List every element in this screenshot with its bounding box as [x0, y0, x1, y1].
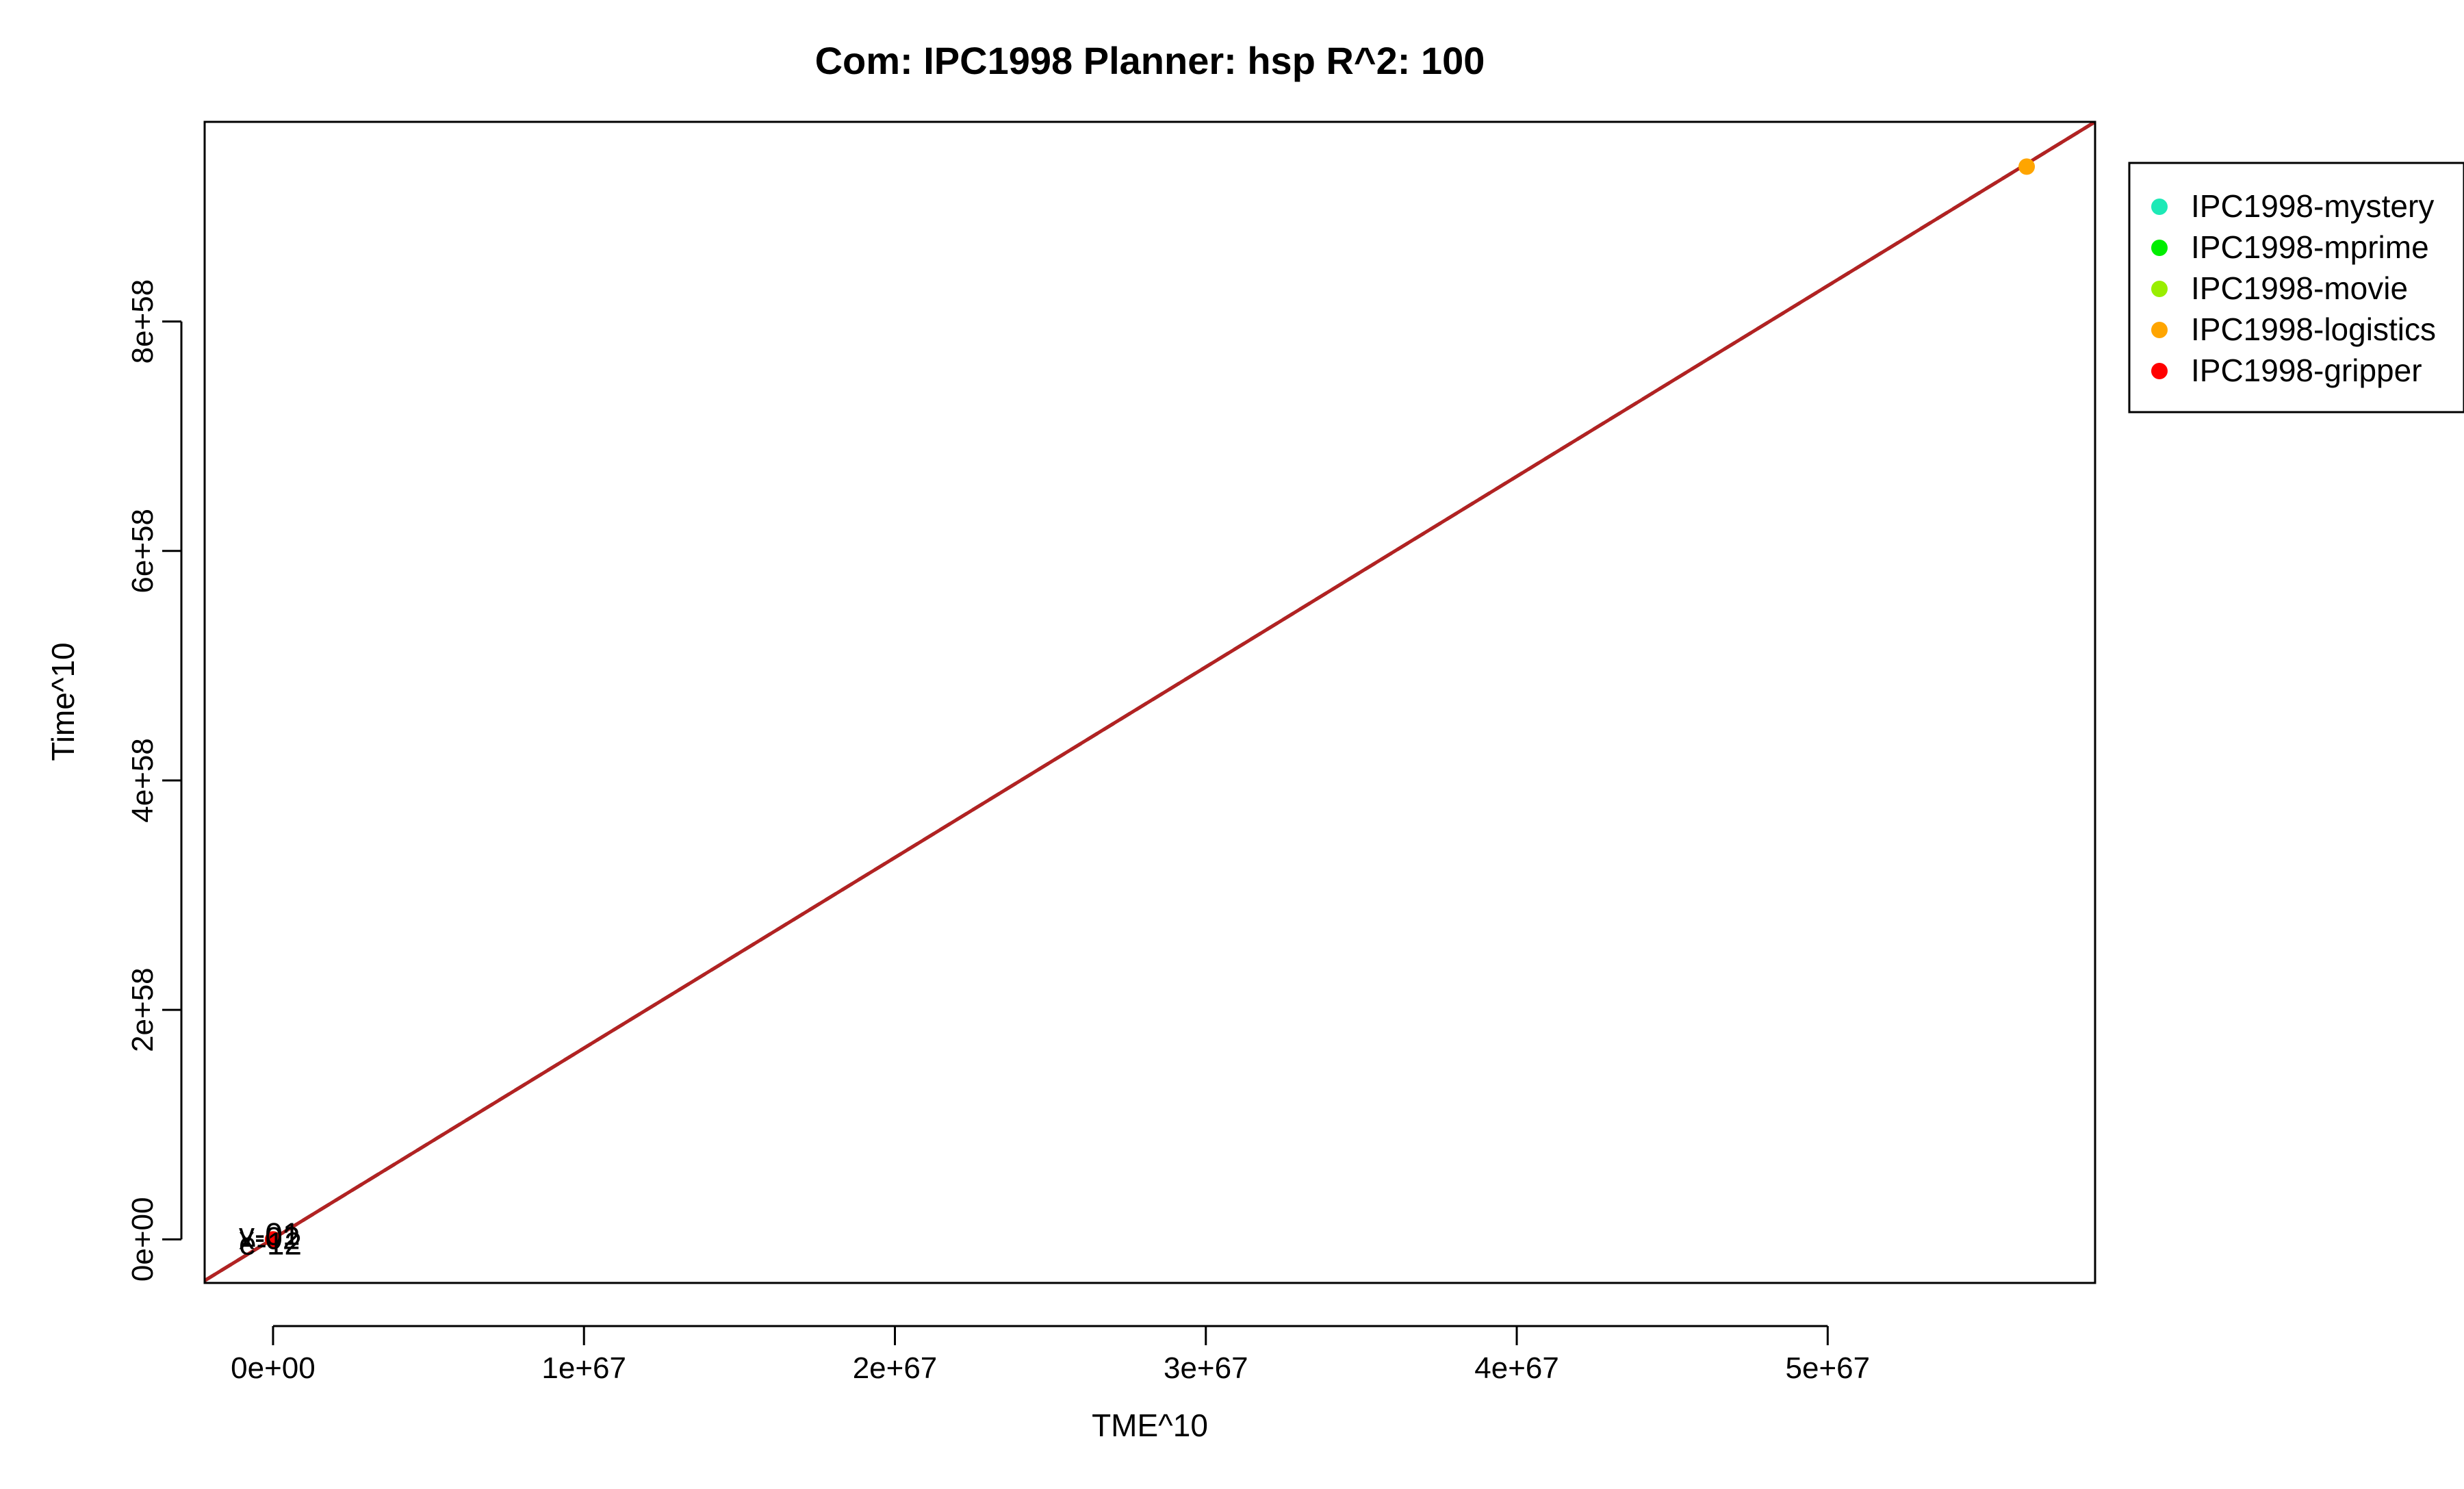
- y-tick-label: 6e+58: [126, 509, 159, 594]
- y-tick-label: 4e+58: [126, 738, 159, 823]
- axes-layer: 0e+00 1e+67 2e+67 3e+67 4e+67 5e+67 0e+00 2e+58…: [126, 279, 1870, 1385]
- x-tick-label: 2e+67: [853, 1351, 938, 1385]
- legend-box: [2128, 162, 2464, 413]
- x-axis-title: TME^10: [1092, 1408, 1208, 1443]
- legend-label-ipc1998-gripper: IPC1998-gripper: [2191, 353, 2422, 388]
- legend-label-ipc1998-logistics: IPC1998-logistics: [2191, 311, 2436, 347]
- y-axis-title: Time^10: [45, 642, 81, 761]
- legend-marker-ipc1998-mprime: [2151, 240, 2168, 256]
- legend-label-ipc1998-mystery: IPC1998-mystery: [2191, 188, 2434, 224]
- plot-frame: [203, 120, 2096, 1284]
- y-tick-label: 2e+58: [126, 967, 159, 1052]
- data-point-ipc1998-logistics-1: [2018, 158, 2036, 175]
- y-tick-label: 0e+00: [126, 1197, 159, 1282]
- point-label-e-12: e-12: [239, 1225, 302, 1261]
- x-tick-label: 4e+67: [1474, 1351, 1559, 1385]
- fit-line-2: [205, 122, 2095, 1282]
- point-label-x-02: x-02: [239, 1220, 300, 1256]
- x-tick-label: 5e+67: [1786, 1351, 1871, 1385]
- legend-marker-ipc1998-gripper: [2151, 363, 2168, 379]
- plot-layer: x-02e-12v-01: [205, 122, 2095, 1282]
- data-point-ipc1998-gripper-1: [264, 1231, 281, 1248]
- y-tick-label: 8e+58: [126, 279, 159, 364]
- chart-title: Com: IPC1998 Planner: hsp R^2: 100: [815, 39, 1485, 82]
- legend-marker-ipc1998-mystery: [2151, 199, 2168, 215]
- x-tick-label: 1e+67: [541, 1351, 626, 1385]
- legend-label-ipc1998-movie: IPC1998-movie: [2191, 270, 2408, 306]
- point-label-v-01: v-01: [239, 1216, 300, 1251]
- x-tick-label: 0e+00: [231, 1351, 316, 1385]
- legend: IPC1998-mystery IPC1998-mprime IPC1998-mov…: [2128, 162, 2464, 413]
- legend-label-ipc1998-mprime: IPC1998-mprime: [2191, 229, 2429, 265]
- x-tick-label: 3e+67: [1164, 1351, 1248, 1385]
- legend-marker-ipc1998-logistics: [2151, 322, 2168, 338]
- legend-marker-ipc1998-movie: [2151, 281, 2168, 297]
